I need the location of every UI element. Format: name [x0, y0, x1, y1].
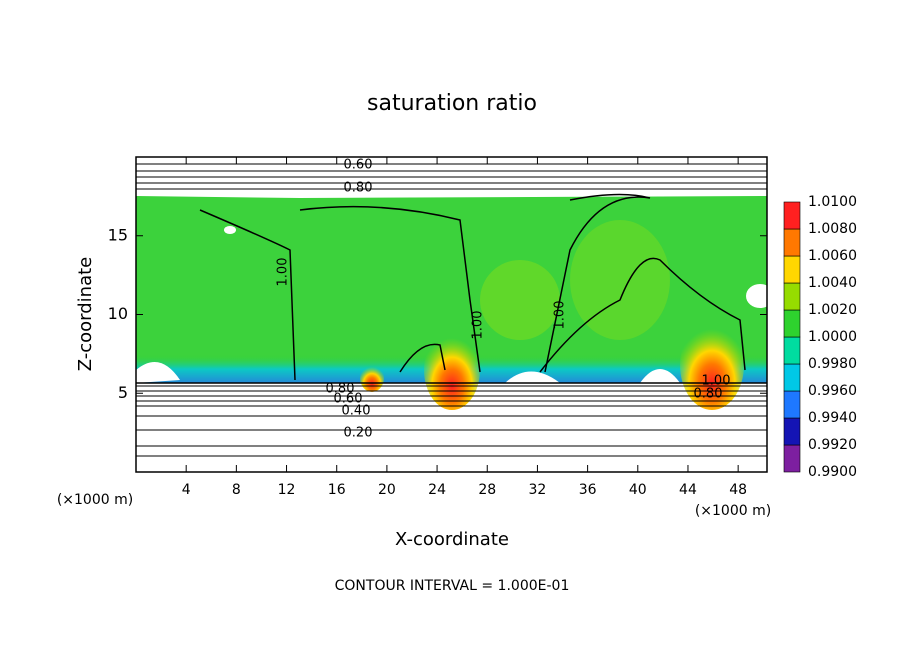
- colorbar-label: 1.0060: [808, 248, 857, 264]
- contour-label: 0.80: [344, 181, 373, 196]
- x-tick-label: 12: [278, 482, 296, 498]
- contour-label: 1.00: [553, 301, 568, 330]
- colorbar-label: 1.0000: [808, 329, 857, 345]
- x-tick-label: 36: [579, 482, 597, 498]
- contour-label: 0.20: [344, 426, 373, 441]
- colorbar-label: 0.9960: [808, 383, 857, 399]
- colorbar-box: [783, 201, 801, 230]
- x-unit: (×1000 m): [57, 492, 133, 508]
- x-tick-label: 4: [182, 482, 191, 498]
- contour-label: 0.60: [334, 392, 363, 407]
- field: 0.60 0.80 1.00 1.00 1.00 0.80 0.60 0.40 …: [136, 157, 774, 472]
- contour-label: 0.40: [342, 404, 371, 419]
- colorbar-box: [783, 282, 801, 311]
- contour-label: 0.80: [694, 387, 723, 402]
- y-tick-label: 5: [118, 383, 128, 402]
- colorbar-label: 0.9920: [808, 437, 857, 453]
- contour-label: 1.00: [702, 374, 731, 389]
- colorbar-label: 0.9900: [808, 464, 857, 480]
- y-tick-label: 10: [108, 304, 128, 323]
- x-unit: (×1000 m): [695, 503, 771, 519]
- x-tick-label: 24: [428, 482, 446, 498]
- colorbar-label: 1.0080: [808, 221, 857, 237]
- contour-label: 0.80: [326, 382, 355, 397]
- x-tick-label: 28: [478, 482, 496, 498]
- colorbar-box: [783, 417, 801, 446]
- x-tick-label: 16: [328, 482, 346, 498]
- y-axis-label: Z-coordinate: [75, 257, 96, 372]
- colorbar-label: 1.0020: [808, 302, 857, 318]
- x-tick-label: 8: [232, 482, 241, 498]
- contour-label: 1.00: [276, 258, 291, 287]
- chart-title: saturation ratio: [367, 91, 537, 116]
- colorbar-label: 1.0100: [808, 194, 857, 210]
- y-tick-label: 15: [108, 225, 128, 244]
- x-tick-label: 20: [378, 482, 396, 498]
- colorbar-box: [783, 390, 801, 419]
- x-tick-label: 40: [629, 482, 647, 498]
- colorbar-box: [783, 444, 801, 473]
- contour-label: 0.60: [344, 158, 373, 173]
- colorbar-box: [783, 309, 801, 338]
- footer: CONTOUR INTERVAL = 1.000E-01: [335, 578, 570, 594]
- colorbar-box: [783, 255, 801, 284]
- colorbar-box: [783, 363, 801, 392]
- x-tick-label: 44: [679, 482, 697, 498]
- x-axis-label: X-coordinate: [395, 529, 509, 550]
- colorbar-label: 0.9980: [808, 356, 857, 372]
- contour-label: 1.00: [471, 311, 486, 340]
- colorbar-label: 0.9940: [808, 410, 857, 426]
- colorbar-box: [783, 228, 801, 257]
- colorbar-label: 1.0040: [808, 275, 857, 291]
- colorbar-box: [783, 336, 801, 365]
- x-tick-label: 48: [729, 482, 747, 498]
- x-tick-label: 32: [529, 482, 547, 498]
